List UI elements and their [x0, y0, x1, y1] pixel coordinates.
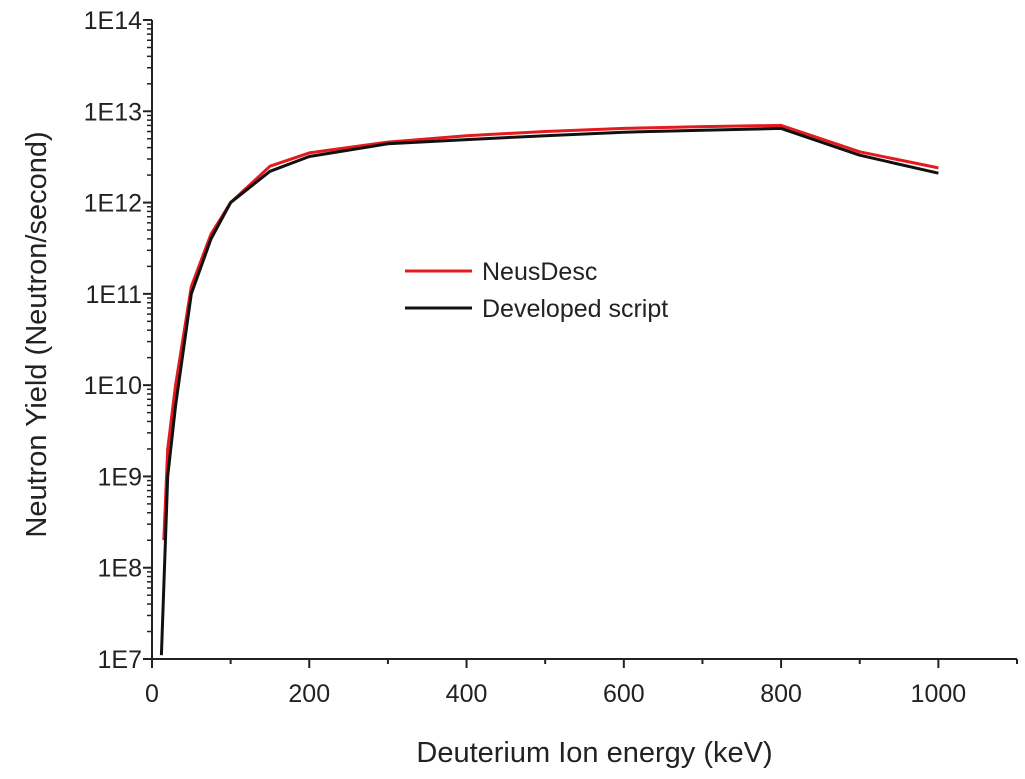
series-line-neusdesc — [162, 123, 939, 541]
x-axis-title: Deuterium Ion energy (keV) — [416, 737, 772, 769]
y-tick-label: 1E13 — [84, 98, 142, 126]
y-tick-label: 1E7 — [98, 646, 142, 674]
y-tick-label: 1E12 — [84, 190, 142, 218]
y-tick-label: 1E11 — [85, 281, 142, 309]
tick-labels: 0 200 400 600 800 1000 1E7 1E8 1E9 1E10 1E11 1E12 1E… — [84, 7, 967, 708]
x-tick-label: 600 — [603, 680, 645, 708]
y-tick-label: 1E14 — [84, 7, 142, 35]
legend-label-neusdesc: NeusDesc — [482, 258, 597, 286]
series-layer — [159, 123, 939, 656]
legend-label-developed-script: Developed script — [482, 295, 668, 323]
y-tick-label: 1E8 — [98, 555, 142, 583]
series-line-developed-script — [159, 126, 939, 656]
y-axis-title: Neutron Yield (Neutron/second) — [21, 131, 53, 537]
axes — [143, 19, 1018, 668]
x-tick-label: 0 — [145, 680, 159, 708]
x-tick-label: 800 — [760, 680, 802, 708]
x-tick-label: 400 — [446, 680, 488, 708]
y-tick-label: 1E9 — [98, 463, 142, 491]
y-tick-label: 1E10 — [84, 372, 142, 400]
x-tick-label: 1000 — [911, 680, 967, 708]
legend: NeusDesc Developed script — [405, 258, 668, 323]
x-tick-label: 200 — [288, 680, 330, 708]
